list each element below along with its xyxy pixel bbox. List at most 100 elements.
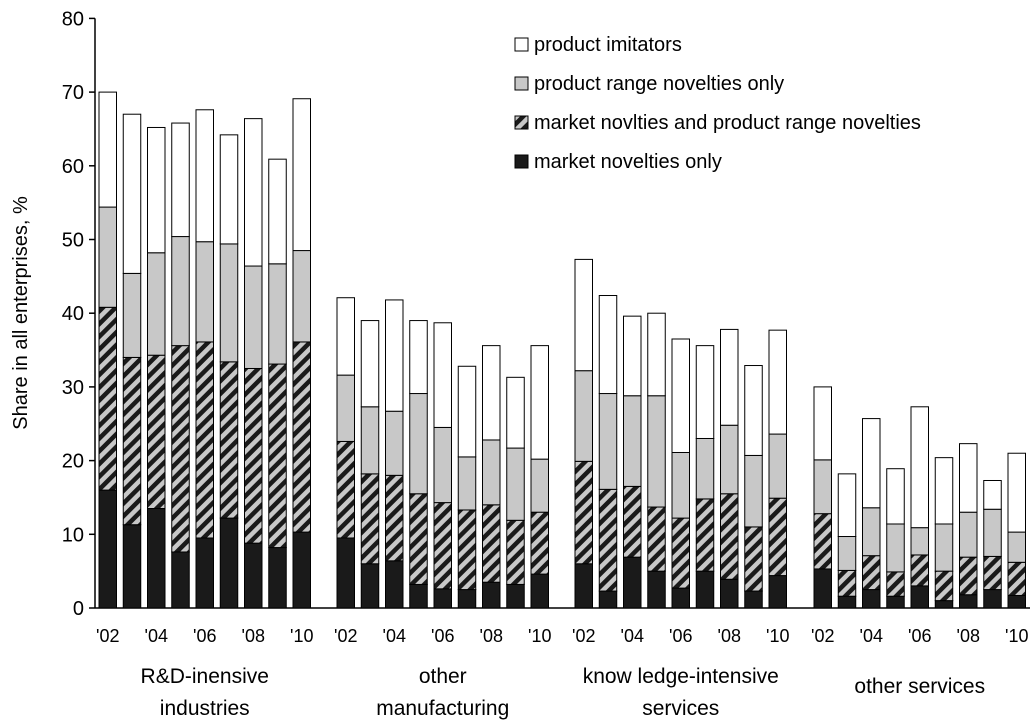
- bar-segment-imitators: [219, 134, 239, 245]
- legend-swatch-market-and-range: [514, 115, 529, 130]
- x-tick-label: '02: [96, 626, 119, 646]
- bar-segment-market-and-range: [360, 473, 380, 565]
- bar-segment-market-and-range: [1007, 561, 1026, 596]
- x-tick-labels: '02 '04 '06 '08 '10 '02 '04 '06 '08 '10 '02 '04 '06 '…: [96, 626, 1028, 646]
- x-tick-label: '06: [669, 626, 692, 646]
- bar-segment-market-novelties-only: [1007, 594, 1026, 609]
- bar-segment-imitators: [1007, 452, 1026, 533]
- bar-segment-imitators: [623, 315, 642, 397]
- x-tick-label: '04: [860, 626, 883, 646]
- bar-segment-market-and-range: [671, 517, 690, 589]
- bar-segment-range-only: [598, 393, 618, 490]
- group-label: other services: [854, 675, 985, 698]
- bar-segment-market-novelties-only: [147, 508, 166, 609]
- bar-segment-market-novelties-only: [598, 590, 618, 609]
- bar-segment-range-only: [433, 426, 452, 504]
- bar-segment-market-novelties-only: [219, 517, 239, 609]
- bar-segment-market-and-range: [482, 504, 501, 583]
- legend-swatch-imitators: [514, 37, 529, 52]
- bar-segment-range-only: [983, 508, 1002, 557]
- bar-segment-market-and-range: [457, 509, 477, 591]
- y-tick-label: 20: [62, 451, 84, 473]
- bar-segment-market-novelties-only: [720, 578, 739, 609]
- legend: product imitators product range novelties…: [514, 34, 921, 173]
- bar-segment-market-and-range: [385, 474, 404, 562]
- bar-segment-imitators: [482, 345, 501, 441]
- bar-segment-imitators: [530, 345, 549, 460]
- bar-segment-range-only: [336, 374, 355, 442]
- y-axis-label: Share in all enterprises, %: [10, 196, 32, 430]
- bar-segment-market-and-range: [886, 571, 905, 597]
- bar-segment-market-novelties-only: [268, 547, 287, 609]
- x-tick-label: '06: [908, 626, 931, 646]
- bar-segment-market-novelties-only: [647, 570, 666, 609]
- bar-segment-market-and-range: [623, 485, 642, 558]
- bar-segment-range-only: [360, 406, 380, 475]
- bar-segment-market-and-range: [647, 506, 666, 572]
- y-tick-label: 0: [73, 598, 84, 620]
- bar-segment-market-and-range: [147, 354, 166, 510]
- x-tick-label: '08: [957, 626, 980, 646]
- group-labels: R&D-inensive industries other manufacturing…: [141, 665, 986, 720]
- bar-segment-market-novelties-only: [744, 590, 763, 609]
- axes: 0 10 20 30 40 50 60 70 80: [62, 8, 1030, 620]
- bar-segment-market-novelties-only: [409, 583, 428, 609]
- bar-segment-range-only: [813, 459, 832, 515]
- bar-segment-market-and-range: [983, 555, 1002, 591]
- bar-segment-imitators: [171, 122, 190, 238]
- y-tick-label: 50: [62, 230, 84, 252]
- bar-segment-market-novelties-only: [983, 589, 1002, 609]
- legend-label: product range novelties only: [534, 73, 784, 95]
- legend-label: market novlties and product range novelt…: [534, 112, 921, 134]
- bar-segment-market-and-range: [506, 519, 525, 585]
- bar-segment-imitators: [409, 320, 428, 395]
- bar-segment-range-only: [482, 439, 501, 506]
- bar-segment-market-and-range: [433, 502, 452, 590]
- bar-segment-imitators: [122, 113, 142, 274]
- bar-segment-market-novelties-only: [98, 489, 117, 609]
- bar-segment-market-and-range: [219, 361, 239, 519]
- bar-segment-range-only: [768, 433, 787, 499]
- bar-segment-range-only: [244, 265, 263, 369]
- bar-segment-market-and-range: [813, 513, 832, 570]
- bar-segment-imitators: [862, 418, 881, 509]
- bar-segment-market-novelties-only: [623, 556, 642, 609]
- bar-segment-range-only: [574, 370, 593, 462]
- bar-segment-market-novelties-only: [336, 537, 355, 609]
- bar-segment-market-novelties-only: [457, 589, 477, 609]
- bar-segment-market-and-range: [837, 569, 857, 597]
- y-tick-label: 70: [62, 82, 84, 104]
- group-label: industries: [160, 697, 250, 720]
- x-tick-label: '04: [383, 626, 406, 646]
- y-tick-label: 80: [62, 8, 84, 30]
- bar-segment-imitators: [244, 118, 263, 267]
- bar-segment-imitators: [720, 328, 739, 426]
- bar-segment-range-only: [671, 451, 690, 519]
- bar-segment-imitators: [768, 329, 787, 435]
- y-tick-label: 60: [62, 156, 84, 178]
- bar-segment-imitators: [910, 406, 929, 529]
- group-label: other: [419, 665, 467, 688]
- bar-segment-range-only: [1007, 531, 1026, 563]
- x-tick-label: '10: [766, 626, 789, 646]
- x-tick-label: '10: [528, 626, 551, 646]
- bar-segment-range-only: [457, 456, 477, 511]
- bar-segment-imitators: [695, 345, 715, 439]
- bar-segment-market-and-range: [910, 554, 929, 587]
- bar-segment-market-novelties-only: [506, 583, 525, 609]
- bar-segment-market-novelties-only: [482, 581, 501, 609]
- x-tick-label: '08: [718, 626, 741, 646]
- bar-segment-range-only: [409, 393, 428, 495]
- bar-segment-market-and-range: [862, 555, 881, 591]
- bar-segment-range-only: [744, 454, 763, 528]
- x-tick-label: '02: [334, 626, 357, 646]
- group-label: services: [642, 697, 719, 720]
- bar-segment-market-and-range: [268, 363, 287, 549]
- bar-segment-market-and-range: [409, 493, 428, 585]
- bar-segment-market-novelties-only: [910, 585, 929, 609]
- bar-segment-market-and-range: [574, 460, 593, 565]
- bar-segment-range-only: [934, 523, 954, 572]
- bar-segment-market-and-range: [98, 306, 117, 491]
- x-tick-label: '02: [811, 626, 834, 646]
